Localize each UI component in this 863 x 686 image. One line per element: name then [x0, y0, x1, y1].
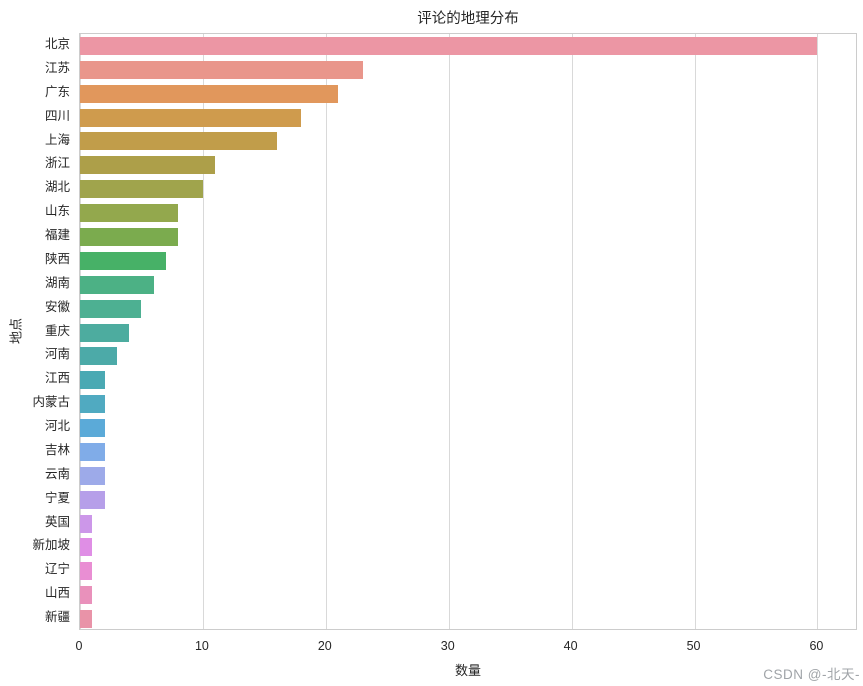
y-tick-label: 湖南 [44, 275, 70, 290]
bar [80, 132, 277, 151]
bar [80, 60, 363, 79]
bar [80, 586, 93, 605]
bar [80, 538, 93, 557]
bar [80, 562, 93, 581]
y-tick-label: 新加坡 [32, 538, 70, 553]
y-tick-label: 内蒙古 [32, 395, 70, 410]
bar [80, 156, 216, 175]
y-tick-label: 广东 [44, 84, 70, 99]
chart-title: 评论的地理分布 [417, 11, 519, 27]
y-tick-label: 浙江 [44, 156, 70, 171]
x-tick-label: 0 [75, 639, 83, 653]
bar [80, 514, 93, 533]
plot-area [79, 33, 857, 630]
y-tick-label: 福建 [44, 228, 70, 243]
y-tick-label: 陕西 [44, 251, 70, 266]
bar [80, 204, 179, 223]
gridline [325, 34, 327, 629]
bar [80, 419, 105, 438]
bar [80, 84, 339, 103]
y-tick-label: 江苏 [44, 60, 70, 75]
x-tick-label: 40 [563, 639, 578, 653]
bar [80, 251, 167, 270]
x-tick-label: 30 [440, 639, 455, 653]
y-tick-label: 重庆 [44, 323, 70, 338]
bar [80, 227, 179, 246]
bar [80, 466, 105, 485]
y-tick-label: 山东 [44, 204, 70, 219]
x-tick-label: 20 [317, 639, 332, 653]
bar [80, 490, 105, 509]
y-tick-label: 辽宁 [44, 562, 70, 577]
y-tick-label: 新疆 [44, 610, 70, 625]
y-tick-label: 山西 [44, 586, 70, 601]
bar [80, 347, 117, 366]
bar [80, 108, 302, 127]
bar [80, 299, 142, 318]
gridline [448, 34, 450, 629]
y-tick-label: 江西 [44, 371, 70, 386]
bar [80, 442, 105, 461]
x-tick-label: 50 [686, 639, 701, 653]
y-tick-label: 河南 [44, 347, 70, 362]
y-tick-label: 安徽 [44, 299, 70, 314]
bar [80, 371, 105, 390]
x-axis-label: 数量 [454, 663, 481, 678]
bar [80, 610, 93, 629]
bar [80, 275, 154, 294]
watermark: CSDN @-北天- [763, 667, 860, 682]
bar [80, 395, 105, 414]
y-tick-label: 云南 [44, 466, 70, 481]
y-tick-label: 河北 [44, 419, 70, 434]
gridline [694, 34, 696, 629]
y-tick-label: 上海 [44, 132, 70, 147]
gridline [202, 34, 204, 629]
y-tick-label: 北京 [44, 37, 70, 51]
gridline [571, 34, 573, 629]
y-tick-label: 宁夏 [44, 490, 70, 505]
y-tick-label: 吉林 [44, 442, 70, 457]
gridline [817, 34, 819, 629]
y-tick-label: 英国 [44, 514, 70, 529]
x-tick-label: 60 [809, 639, 824, 653]
bar [80, 36, 818, 55]
y-tick-label: 湖北 [44, 180, 70, 195]
x-tick-label: 10 [194, 639, 209, 653]
bar [80, 323, 130, 342]
bar [80, 180, 203, 199]
y-tick-label: 四川 [44, 108, 70, 123]
